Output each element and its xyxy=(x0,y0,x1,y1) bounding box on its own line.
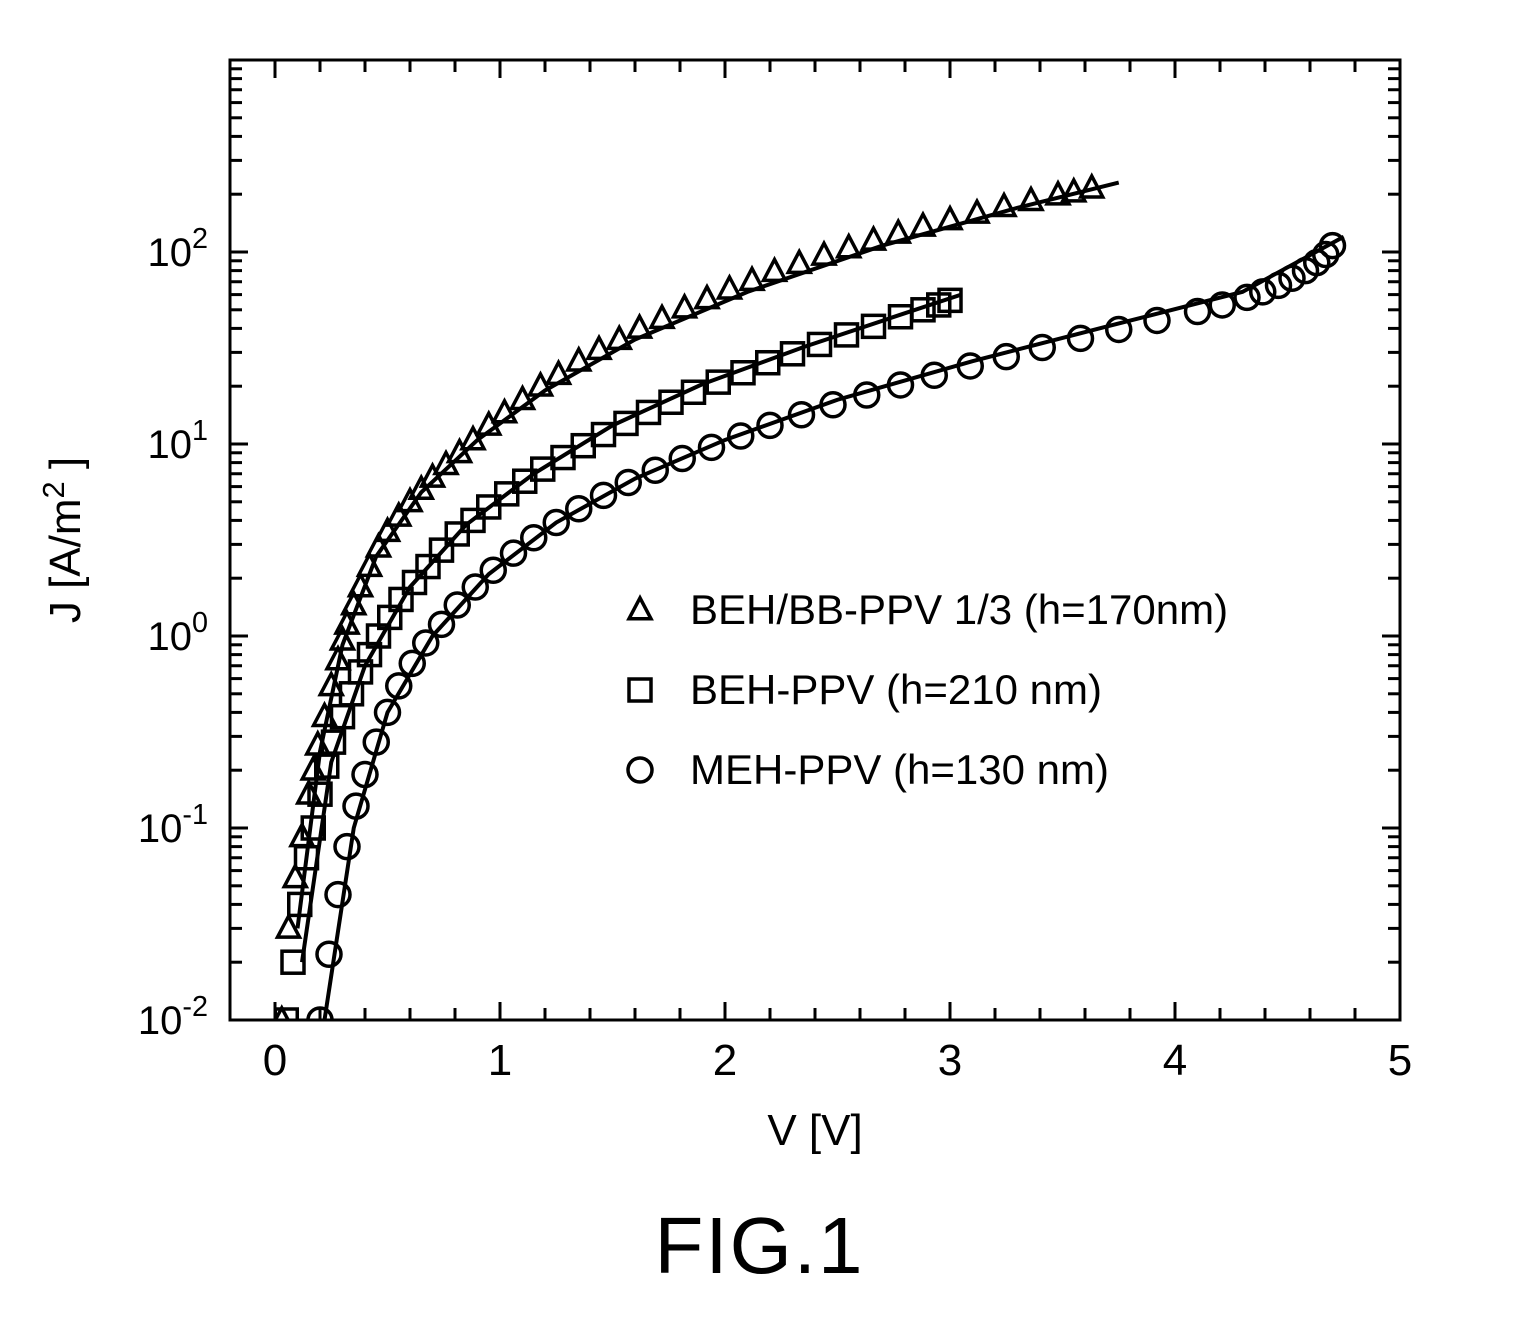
legend-label-beh_bb_ppv: BEH/BB-PPV 1/3 (h=170nm) xyxy=(690,586,1228,633)
svg-text:3: 3 xyxy=(938,1036,962,1085)
legend-label-meh_ppv: MEH-PPV (h=130 nm) xyxy=(690,746,1109,793)
figure-wrap: 012345V [V]10-210-1100101102J [A/m2 ]BEH… xyxy=(0,0,1519,1330)
svg-text:0: 0 xyxy=(263,1036,287,1085)
figure-caption: FIG.1 xyxy=(0,1200,1519,1292)
svg-text:1: 1 xyxy=(488,1036,512,1085)
svg-text:4: 4 xyxy=(1163,1036,1187,1085)
svg-text:2: 2 xyxy=(713,1036,737,1085)
svg-text:J [A/m2 ]: J [A/m2 ] xyxy=(36,457,90,623)
legend-label-beh_ppv: BEH-PPV (h=210 nm) xyxy=(690,666,1102,713)
svg-text:V [V]: V [V] xyxy=(767,1106,862,1155)
svg-text:5: 5 xyxy=(1388,1036,1412,1085)
jv-chart: 012345V [V]10-210-1100101102J [A/m2 ]BEH… xyxy=(0,0,1519,1330)
